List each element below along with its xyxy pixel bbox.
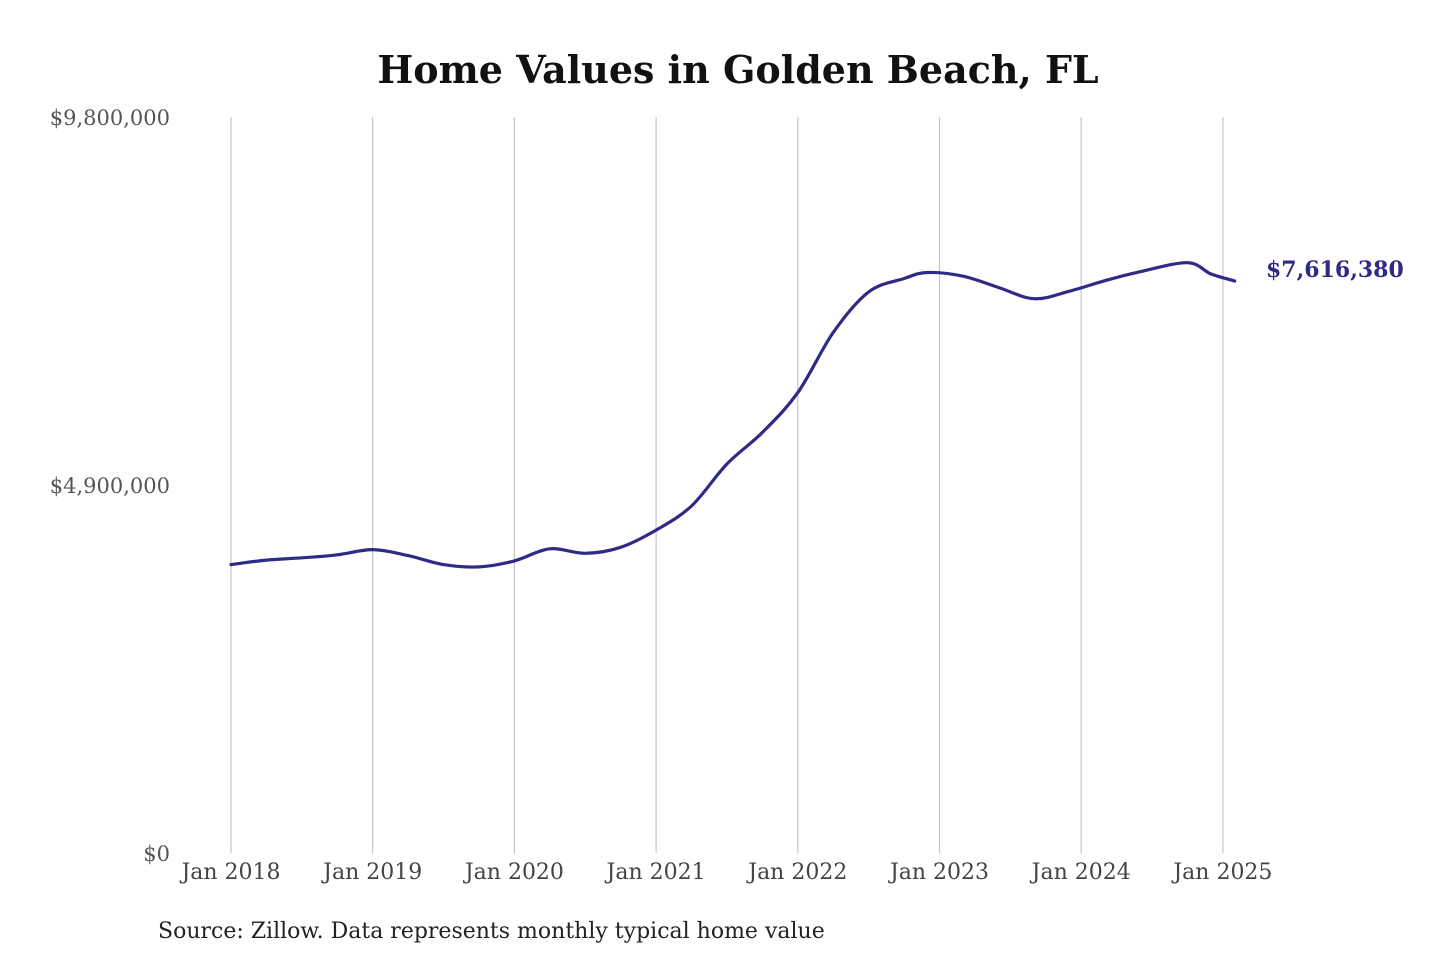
x-tick-label: Jan 2024 bbox=[1030, 860, 1131, 885]
home-value-series-line bbox=[229, 261, 1237, 569]
x-tick-label: Jan 2020 bbox=[463, 860, 564, 885]
x-tick-label: Jan 2021 bbox=[605, 860, 706, 885]
source-note: Source: Zillow. Data represents monthly … bbox=[158, 919, 825, 944]
y-tick-label: $9,800,000 bbox=[50, 106, 170, 130]
latest-value-label: $7,616,380 bbox=[1266, 257, 1404, 283]
y-tick-label: $4,900,000 bbox=[50, 474, 170, 498]
x-tick-label: Jan 2025 bbox=[1171, 860, 1272, 885]
chart-title: Home Values in Golden Beach, FL bbox=[377, 47, 1098, 92]
x-tick-label: Jan 2022 bbox=[746, 860, 847, 885]
x-tick-label: Jan 2019 bbox=[321, 860, 422, 885]
x-axis-ticks: Jan 2018 Jan 2019 Jan 2020 Jan 2021 Jan 2022… bbox=[179, 860, 1272, 885]
x-tick-label: Jan 2018 bbox=[179, 860, 280, 885]
gridlines bbox=[230, 117, 1224, 853]
y-axis-ticks: $0 $4,900,000 $9,800,000 bbox=[50, 106, 170, 866]
y-tick-label: $0 bbox=[143, 842, 170, 866]
x-tick-label: Jan 2023 bbox=[888, 860, 989, 885]
